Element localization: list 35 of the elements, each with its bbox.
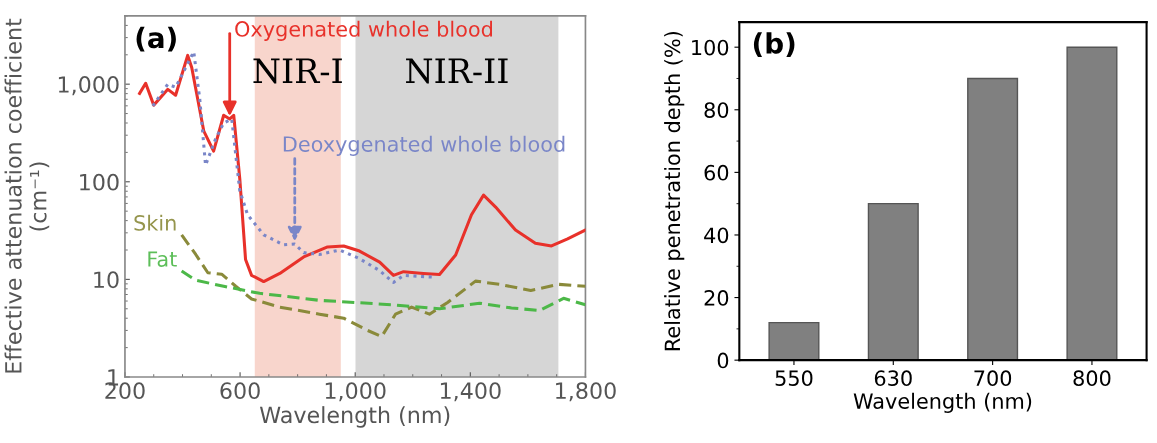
x-axis-title: Wavelength (nm) <box>259 406 450 428</box>
x-tick-label: 1,800 <box>556 382 616 402</box>
x-tick-label: 1,000 <box>325 382 386 402</box>
bar <box>867 202 919 361</box>
y-tick-label: 60 <box>704 164 729 181</box>
y-tick-label: 100 <box>80 173 119 191</box>
series-label: Skin <box>134 214 176 231</box>
x-tick-label: 700 <box>974 370 1012 387</box>
band-label: NIR-II <box>406 58 508 84</box>
line-series <box>180 269 586 313</box>
series-label: Fat <box>148 251 177 267</box>
y-tick-label: 100 <box>692 39 729 56</box>
chart-title: (a) <box>136 26 176 52</box>
x-tick-label: 600 <box>220 382 260 400</box>
annotation: Oxygenated whole blood <box>235 20 492 41</box>
y-tick-label: 20 <box>704 290 729 306</box>
x-tick-label: 1,400 <box>440 382 501 402</box>
x-axis-title: Wavelength (nm) <box>853 392 1032 413</box>
y-tick-label: 80 <box>704 102 729 118</box>
bar <box>768 321 820 361</box>
y-tick-label: 0 <box>717 352 729 369</box>
bar <box>967 77 1019 361</box>
y-axis-title: Relative penetration depth (%) <box>664 31 685 351</box>
y-axis-title: Effective attenuation coefficient (cm⁻¹) <box>4 18 50 373</box>
line-series <box>180 233 586 339</box>
y-tick-label: 1,000 <box>58 76 119 96</box>
bar <box>1066 46 1118 361</box>
x-tick-label: 550 <box>775 370 813 387</box>
x-tick-label: 800 <box>1073 370 1111 387</box>
y-tick-label: 10 <box>94 271 119 289</box>
chart-title: (b) <box>753 32 795 58</box>
annotation: Deoxygenated whole blood <box>283 135 565 156</box>
y-tick-label: 40 <box>704 227 729 244</box>
x-tick-label: 630 <box>874 370 912 387</box>
band-label: NIR-I <box>253 58 342 84</box>
